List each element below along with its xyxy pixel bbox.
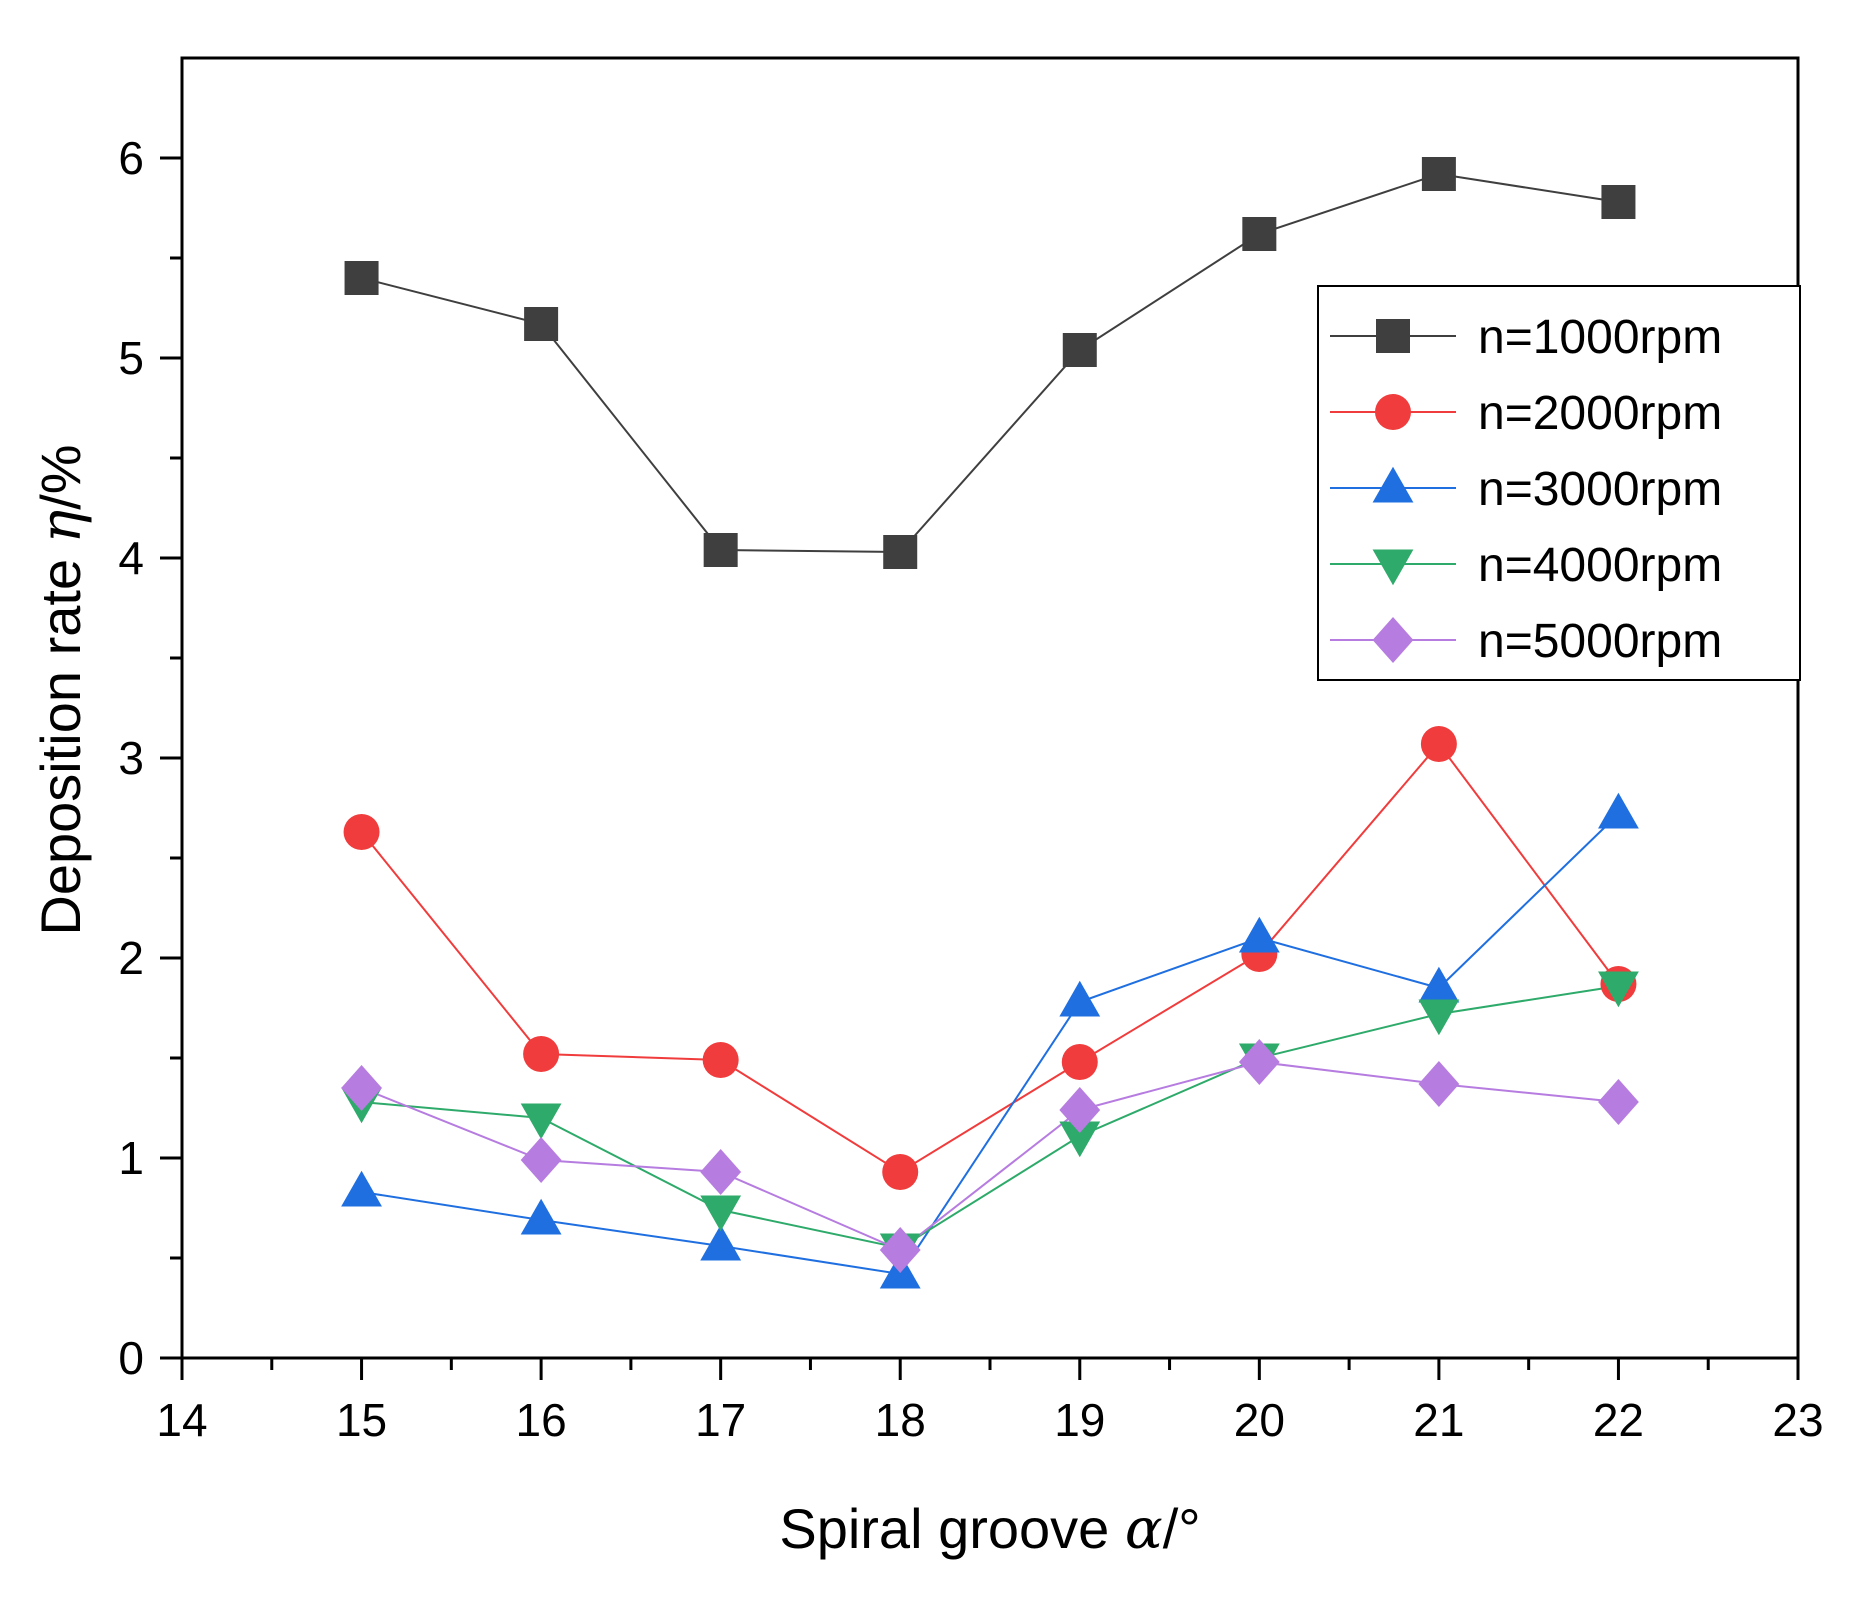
data-point-circle: [1375, 394, 1411, 430]
y-axis-title-suffix: /%: [29, 444, 92, 509]
data-point-diamond: [1372, 617, 1414, 663]
data-point-triangle-up: [1418, 966, 1460, 1003]
data-point-triangle-down: [1418, 999, 1460, 1036]
y-axis-title-prefix: Deposition rate: [29, 543, 92, 935]
series-n=1000rpm: [361, 172, 1619, 554]
y-tick-label: 2: [118, 932, 144, 984]
legend-item: n=2000rpm: [1330, 387, 1722, 440]
data-point-diamond: [1238, 1039, 1280, 1085]
series-line: [361, 985, 1619, 1250]
data-point-circle: [702, 1042, 739, 1078]
x-tick-label: 21: [1413, 1394, 1464, 1446]
data-point-diamond: [700, 1149, 742, 1195]
data-point-circle: [1061, 1044, 1098, 1080]
data-point-square: [1062, 333, 1097, 367]
data-point-triangle-up: [341, 1170, 382, 1207]
data-point-triangle-up: [520, 1198, 562, 1235]
legend-label: n=4000rpm: [1478, 539, 1722, 592]
series-n=2000rpm: [360, 742, 1620, 1174]
y-axis: 0 1 2 3 4 5 6: [118, 132, 182, 1384]
data-point-triangle-down: [700, 1195, 742, 1232]
data-point-square: [1421, 157, 1456, 191]
data-point-square: [703, 533, 738, 567]
x-tick-label: 22: [1593, 1394, 1644, 1446]
x-axis: 14 15 16 17 18 19 20 21 22 23: [156, 1358, 1824, 1446]
x-tick-label: 23: [1772, 1394, 1823, 1446]
data-point-circle: [343, 814, 380, 850]
legend-item: n=5000rpm: [1330, 615, 1722, 668]
x-axis-title: Spiral groove α/°: [779, 1497, 1200, 1562]
plot-frame: [180, 56, 1800, 1360]
x-axis-title-prefix: Spiral groove: [779, 1497, 1125, 1560]
data-point-circle: [1420, 726, 1457, 762]
data-point-diamond: [879, 1227, 921, 1273]
series-line: [361, 813, 1620, 1276]
data-point-square: [1601, 185, 1636, 219]
markers-n=5000rpm: [341, 1039, 1639, 1273]
x-axis-title-suffix: /°: [1163, 1497, 1201, 1560]
legend-label: n=1000rpm: [1478, 311, 1722, 364]
y-axis-title: Deposition rate η/%: [29, 444, 94, 935]
series-line: [360, 742, 1620, 1174]
x-tick-label: 17: [695, 1394, 746, 1446]
legend-item: n=1000rpm: [1330, 311, 1722, 364]
y-tick-label: 6: [118, 132, 144, 184]
legend-label: n=3000rpm: [1478, 463, 1722, 516]
x-tick-label: 16: [516, 1394, 567, 1446]
legend-item: n=3000rpm: [1330, 463, 1722, 516]
data-point-square: [883, 535, 918, 569]
series-layer: [341, 157, 1639, 1289]
data-point-square: [1242, 217, 1277, 251]
x-tick-label: 18: [875, 1394, 926, 1446]
data-point-square: [524, 307, 559, 341]
x-tick-label: 14: [156, 1394, 207, 1446]
data-point-circle: [523, 1036, 560, 1072]
data-point-triangle-down: [1598, 971, 1639, 1008]
data-point-square: [1376, 319, 1410, 353]
data-point-diamond: [341, 1065, 382, 1111]
legend: n=1000rpm n=2000rpm n=3000rpm n=4000rpm n=50…: [1317, 285, 1801, 681]
y-tick-label: 4: [118, 532, 144, 584]
data-point-triangle-up: [1372, 466, 1414, 503]
y-tick-label: 0: [118, 1332, 144, 1384]
legend-label: n=5000rpm: [1478, 615, 1722, 668]
data-point-triangle-down: [1059, 1121, 1101, 1158]
data-point-triangle-up: [1238, 916, 1280, 953]
data-point-diamond: [520, 1137, 562, 1183]
series-line: [361, 1060, 1619, 1252]
markers-n=1000rpm: [344, 157, 1636, 569]
x-tick-label: 19: [1054, 1394, 1105, 1446]
data-point-diamond: [1598, 1079, 1639, 1125]
x-tick-label: 15: [336, 1394, 387, 1446]
data-point-square: [344, 261, 379, 295]
series-n=3000rpm: [361, 813, 1620, 1276]
legend-item: n=4000rpm: [1330, 539, 1722, 592]
data-point-diamond: [1059, 1087, 1101, 1133]
legend-label: n=2000rpm: [1478, 387, 1722, 440]
data-point-circle: [882, 1154, 919, 1190]
series-n=5000rpm: [361, 1060, 1619, 1252]
x-axis-title-symbol: α: [1125, 1497, 1163, 1562]
data-point-triangle-up: [700, 1224, 742, 1261]
markers-n=3000rpm: [341, 792, 1639, 1289]
y-tick-label: 3: [118, 732, 144, 784]
data-point-triangle-up: [1598, 792, 1639, 829]
y-tick-label: 5: [118, 332, 144, 384]
series-n=4000rpm: [361, 985, 1619, 1250]
x-tick-label: 20: [1234, 1394, 1285, 1446]
data-point-triangle-down: [1372, 549, 1414, 586]
y-tick-label: 1: [118, 1132, 144, 1184]
data-point-triangle-up: [1059, 980, 1101, 1017]
y-axis-title-symbol: η: [29, 510, 94, 544]
data-point-diamond: [1418, 1061, 1460, 1107]
series-line: [361, 172, 1619, 554]
data-point-triangle-down: [520, 1103, 562, 1140]
